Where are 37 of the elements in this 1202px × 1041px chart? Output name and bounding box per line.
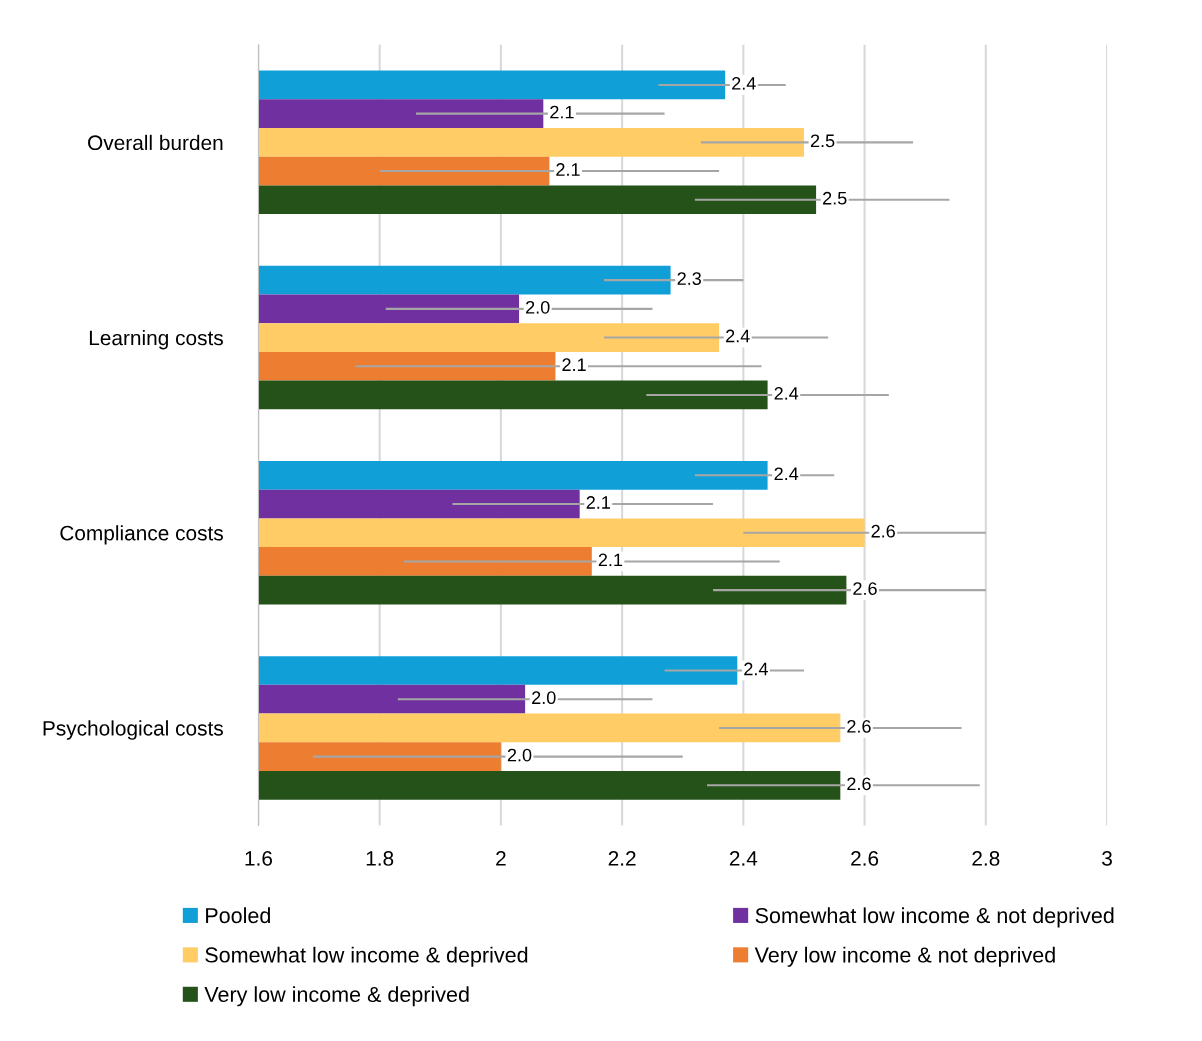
data-label: 2.4: [732, 77, 756, 90]
data-label: 2.1: [598, 553, 623, 567]
y-tick-label: Compliance costs: [60, 525, 223, 545]
x-tick-label: 3: [1102, 851, 1112, 866]
x-tick-label: 2.4: [729, 851, 758, 866]
x-tick-label: 1.8: [366, 851, 394, 866]
data-label: 2.1: [586, 496, 610, 509]
data-label: 2.4: [774, 387, 799, 400]
data-label: 2.4: [774, 467, 799, 480]
x-tick-label: 1.6: [245, 851, 272, 866]
y-tick-label: Overall burden: [88, 134, 223, 151]
data-label: 2.3: [677, 272, 701, 285]
x-tick-label: 2.2: [608, 851, 636, 866]
data-label: 2.1: [550, 105, 574, 119]
data-label: 2.6: [871, 524, 895, 538]
legend-label: Pooled: [206, 907, 270, 924]
data-label: 2.6: [847, 777, 871, 791]
x-tick-label: 2: [496, 851, 506, 866]
y-tick-label: Learning costs: [89, 330, 223, 350]
data-label: 2.4: [744, 662, 768, 676]
legend-label: Very low income & not deprived: [754, 946, 1055, 967]
data-label: 2.6: [847, 719, 871, 733]
legend-label: Somewhat low income & not deprived: [755, 907, 1114, 928]
x-tick-label: 2.6: [851, 851, 879, 866]
data-label: 2.1: [556, 163, 580, 176]
legend-label: Somewhat low income & deprived: [205, 946, 528, 967]
data-label: 2.0: [532, 691, 556, 705]
data-label: 2.0: [507, 748, 532, 762]
data-label: 2.5: [810, 134, 835, 148]
data-label: 2.1: [562, 358, 586, 371]
y-tick-label: Psychological costs: [43, 720, 223, 740]
data-label: 2.6: [853, 582, 877, 595]
legend-label: Very low income & deprived: [204, 986, 469, 1007]
data-label: 2.0: [526, 300, 550, 314]
data-label: 2.5: [823, 191, 847, 205]
data-label: 2.4: [726, 329, 750, 343]
x-tick-label: 2.8: [972, 851, 1000, 866]
